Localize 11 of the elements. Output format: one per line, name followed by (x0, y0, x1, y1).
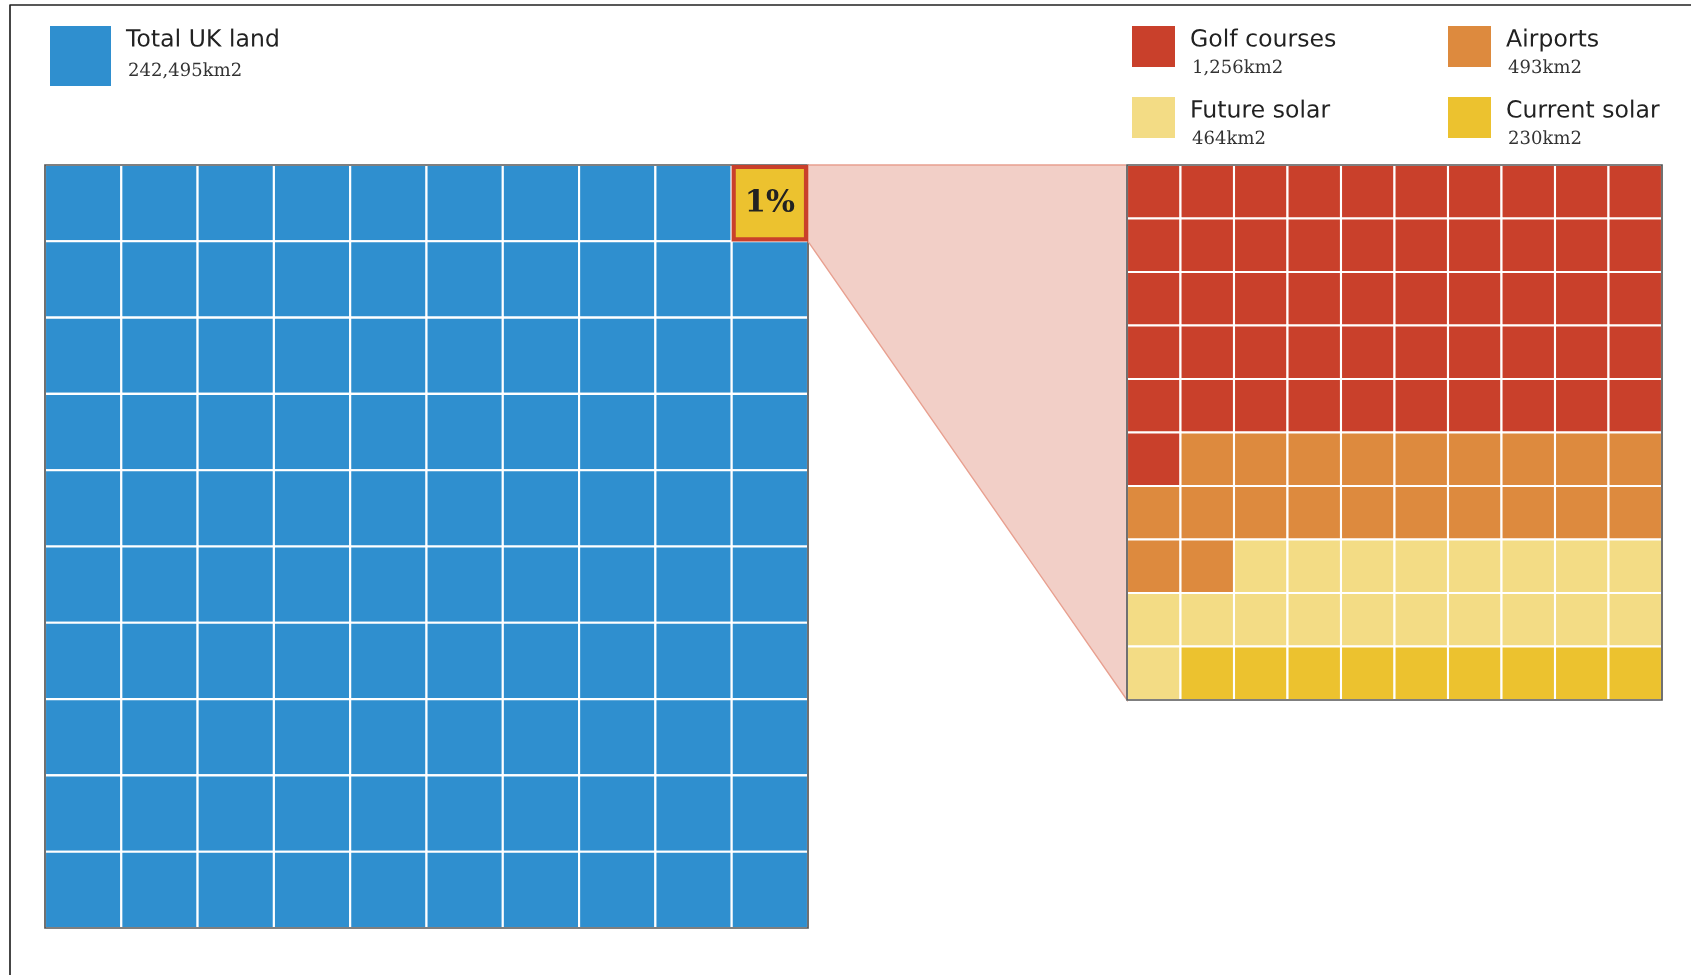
category-label: Future solar (1192, 99, 1331, 118)
data-label: 493km2 (1508, 59, 1581, 74)
category-label: Golf courses (1191, 28, 1336, 47)
data-label: 242,495km2 (129, 62, 241, 79)
category-label: Total UK land (125, 28, 278, 47)
category-label: Current solar (1507, 99, 1660, 118)
data-label: 230km2 (1509, 130, 1581, 145)
data-label: 1,256km2 (1194, 59, 1282, 76)
category-label: Airports (1506, 28, 1598, 52)
text: 1% (748, 188, 795, 213)
data-label: 464km2 (1192, 130, 1265, 145)
